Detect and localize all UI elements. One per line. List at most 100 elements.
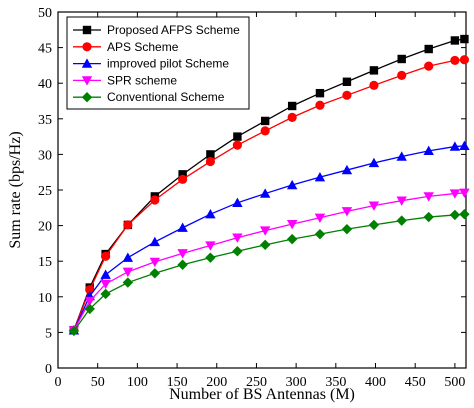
data-point [100, 269, 111, 279]
y-tick-label: 45 [38, 42, 52, 57]
data-point [341, 207, 353, 217]
data-point [342, 77, 352, 86]
data-point [259, 188, 271, 198]
x-tick-label: 400 [365, 375, 386, 390]
y-tick-label: 35 [38, 113, 52, 128]
y-tick-label: 15 [38, 255, 52, 270]
data-point [460, 34, 469, 44]
data-point [100, 288, 111, 300]
data-point [259, 239, 271, 251]
data-point [286, 179, 298, 190]
data-point [206, 150, 215, 159]
data-point [368, 157, 380, 168]
x-axis-label: Number of BS Antennas (M) [169, 386, 355, 403]
legend-item: SPR scheme [73, 73, 177, 87]
series-2 [68, 140, 470, 335]
data-point [424, 61, 434, 71]
legend-label: APS Scheme [107, 40, 179, 54]
data-point [260, 116, 270, 126]
legend-marker [81, 58, 93, 68]
legend-marker [81, 76, 93, 86]
x-tick-label: 350 [325, 375, 346, 390]
x-tick-label: 250 [246, 375, 267, 390]
data-point [423, 192, 434, 202]
data-point [423, 145, 434, 156]
data-point [396, 215, 407, 226]
data-point [122, 267, 134, 278]
series-4 [68, 209, 470, 337]
data-point [205, 252, 216, 263]
data-point [368, 219, 380, 231]
x-tick-label: 300 [286, 375, 307, 390]
y-tick-label: 30 [38, 148, 52, 163]
data-point [259, 226, 271, 236]
data-point [287, 101, 297, 111]
data-point [315, 100, 325, 110]
data-point [149, 257, 161, 268]
data-point [177, 259, 188, 270]
data-point [286, 233, 298, 245]
data-point [341, 223, 353, 235]
data-point [178, 174, 188, 184]
data-point [397, 70, 407, 80]
data-point [205, 156, 216, 167]
x-tick-label: 200 [206, 375, 227, 390]
data-point [369, 66, 379, 75]
y-tick-label: 20 [38, 220, 52, 235]
y-axis-label: Sum rate (bps/Hz) [7, 131, 24, 248]
data-point [459, 55, 470, 65]
x-tick-label: 450 [405, 375, 426, 390]
data-point [459, 209, 470, 220]
data-point [396, 151, 407, 161]
data-point [369, 80, 379, 90]
legend: Proposed AFPS Scheme APS Scheme improved p… [66, 16, 250, 110]
data-point [314, 228, 326, 240]
data-point [178, 170, 187, 179]
data-point [232, 246, 243, 257]
legend-label: improved pilot Scheme [107, 57, 229, 71]
y-tick-label: 5 [45, 326, 52, 341]
y-tick-label: 10 [38, 291, 52, 306]
data-point [314, 213, 326, 223]
legend-marker [82, 42, 92, 52]
data-point [424, 44, 433, 54]
data-point [123, 220, 133, 230]
data-point [368, 201, 380, 211]
legend-item: improved pilot Scheme [73, 57, 229, 71]
data-point [149, 236, 161, 247]
legend-marker [81, 92, 93, 103]
data-point [450, 36, 460, 45]
data-point [100, 279, 111, 290]
data-point [122, 277, 134, 288]
x-tick-label: 500 [444, 375, 465, 390]
data-point [232, 233, 243, 243]
data-point [260, 126, 270, 136]
data-point [397, 54, 406, 64]
series-line [73, 213, 465, 332]
data-point [314, 171, 326, 182]
data-point [450, 55, 460, 66]
y-tick-label: 25 [38, 184, 52, 199]
data-point [149, 268, 161, 279]
data-point [396, 196, 407, 206]
legend-marker [82, 25, 92, 35]
data-point [342, 90, 352, 100]
data-point [177, 222, 188, 232]
x-tick-label: 0 [55, 375, 62, 390]
y-tick-label: 40 [38, 77, 52, 92]
data-point [459, 140, 470, 151]
data-point [177, 249, 188, 259]
series-1 [69, 55, 470, 335]
x-tick-label: 100 [127, 375, 148, 390]
legend-label: Conventional Scheme [107, 90, 225, 104]
data-point [449, 141, 461, 151]
legend-item: APS Scheme [73, 40, 179, 54]
data-point [232, 140, 242, 150]
series-3 [68, 188, 470, 336]
data-point [84, 303, 95, 315]
series-line [73, 145, 465, 331]
legend-box [66, 16, 250, 110]
x-axis-ticks: 0 50 100 150 200 250 300 350 400 450 500 [55, 12, 465, 390]
data-point [287, 112, 297, 122]
